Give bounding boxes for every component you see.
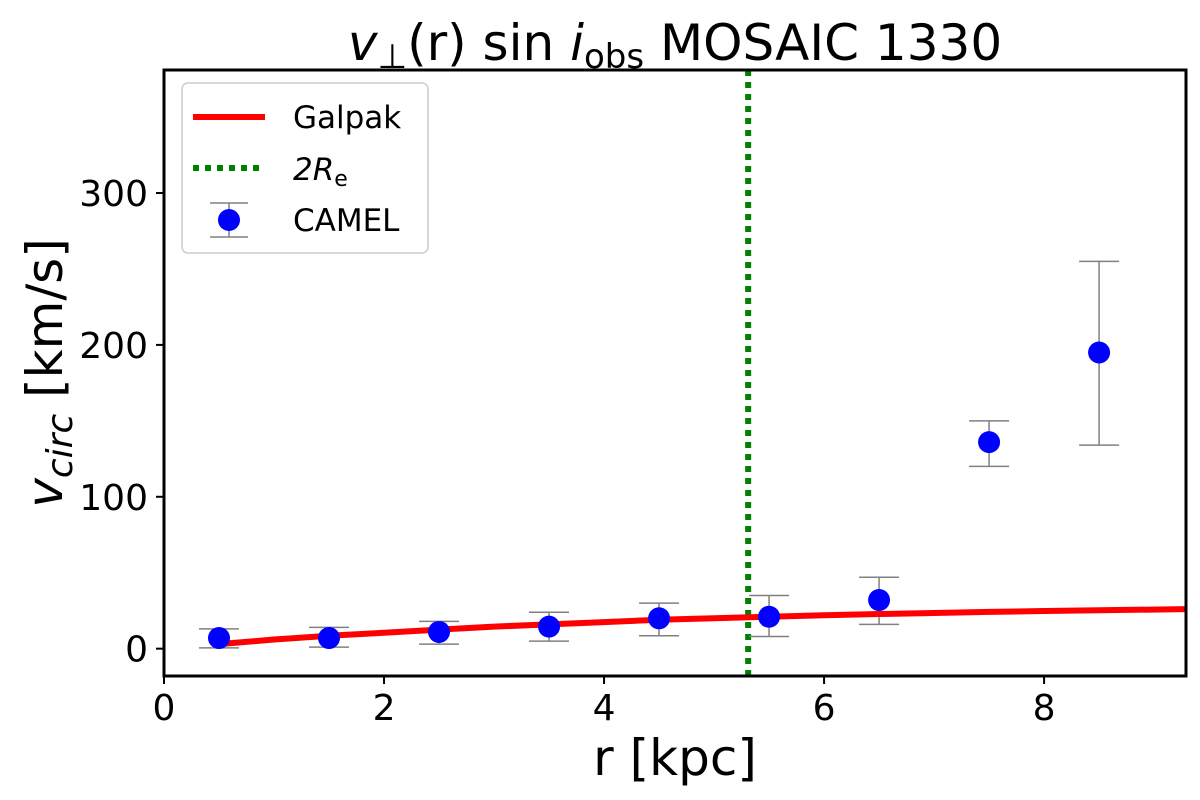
- legend-camel-label: CAMEL: [293, 203, 400, 239]
- x-tick-label: 2: [373, 688, 396, 729]
- camel-point: [868, 589, 891, 612]
- camel-point: [648, 607, 671, 630]
- y-tick-label: 300: [79, 174, 148, 215]
- x-tick-label: 4: [593, 688, 616, 729]
- camel-point: [428, 620, 451, 643]
- galpak-line: [218, 606, 1186, 648]
- plot-area: 0 2 4 6 8 0 100 200 300: [79, 68, 1188, 729]
- y-tick-label: 0: [125, 630, 148, 671]
- camel-point: [318, 627, 341, 650]
- x-tick-label: 6: [813, 688, 836, 729]
- legend-galpak-label: Galpak: [293, 100, 401, 136]
- camel-point: [978, 431, 1001, 454]
- y-tick-label: 100: [79, 478, 148, 519]
- x-tick-label: 8: [1033, 688, 1056, 729]
- camel-point: [758, 605, 781, 628]
- legend-camel-swatch: [210, 202, 248, 238]
- y-tick-label: 200: [79, 326, 148, 367]
- camel-point: [208, 627, 231, 650]
- camel-point: [1088, 341, 1111, 364]
- camel-point: [538, 615, 561, 638]
- plot-frame: [162, 68, 1188, 678]
- chart-title: v⊥(r) sin iobs MOSAIC 1330: [348, 14, 1002, 77]
- legend: Galpak 2Re CAMEL: [181, 82, 429, 254]
- x-axis-label: r [kpc]: [593, 729, 757, 787]
- x-tick-label: 0: [153, 688, 176, 729]
- legend-2re-label: 2Re: [293, 152, 348, 192]
- y-axis-label: vcirc [km/s]: [16, 238, 81, 507]
